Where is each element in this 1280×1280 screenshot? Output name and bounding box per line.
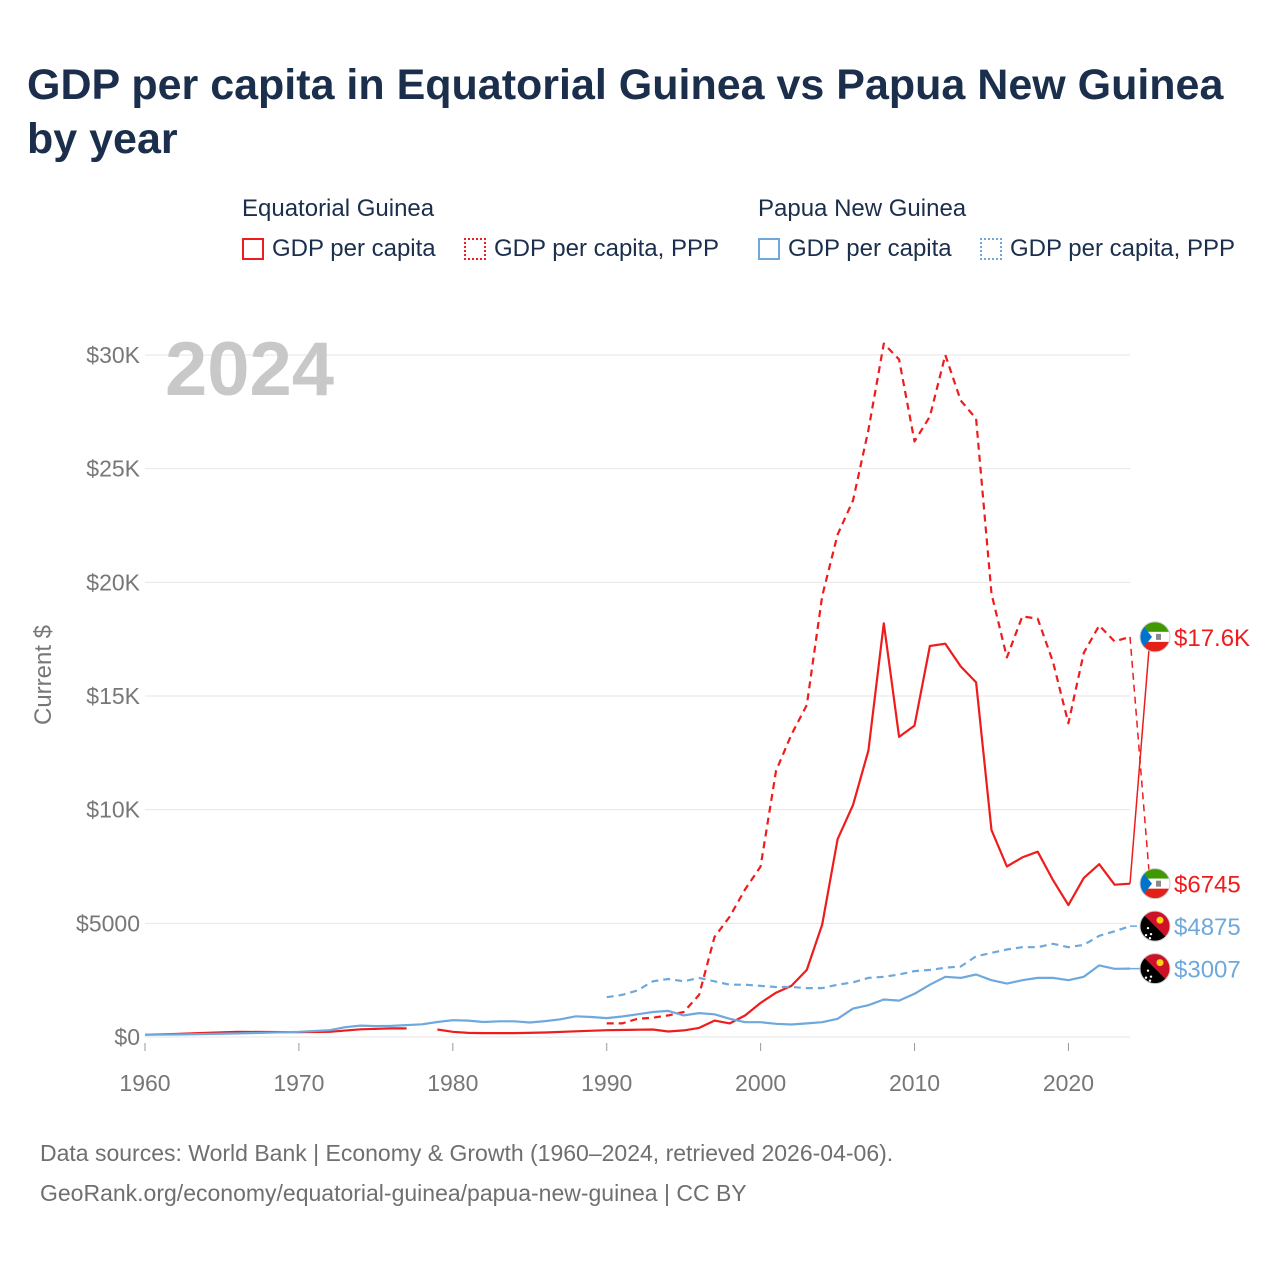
series-line-0[interactable] — [144, 622, 1131, 1036]
legend-swatch-solid — [242, 238, 264, 260]
end-value-label: $17.6K — [1174, 625, 1250, 652]
legend-item-png-gdp[interactable]: GDP per capita — [758, 235, 952, 263]
y-tick-label: $30K — [86, 342, 140, 368]
x-tick-label: 2020 — [1043, 1070, 1094, 1096]
end-connector — [1129, 636, 1151, 884]
flag-papua-new-guinea-icon — [1139, 953, 1171, 985]
y-tick-label: $10K — [86, 797, 140, 823]
y-tick-label: $25K — [86, 456, 140, 482]
end-value-label: $3007 — [1174, 957, 1241, 984]
end-value-label: $4875 — [1174, 914, 1241, 941]
legend-swatch-dotted — [980, 238, 1002, 260]
legend-label: GDP per capita, PPP — [1010, 235, 1235, 262]
flag-equatorial-guinea-icon — [1139, 621, 1171, 653]
data-sources-line: Data sources: World Bank | Economy & Gro… — [40, 1140, 894, 1166]
legend-swatch-solid — [758, 238, 780, 260]
y-tick-label: $20K — [86, 569, 140, 595]
series-line-3[interactable] — [606, 925, 1131, 999]
year-watermark: 2024 — [165, 327, 334, 412]
x-tick-label: 2010 — [889, 1070, 940, 1096]
legend-item-png-gdp-ppp[interactable]: GDP per capita, PPP — [980, 235, 1235, 263]
end-value-label: $6745 — [1174, 872, 1241, 899]
x-tick-label: 1970 — [273, 1070, 324, 1096]
flag-equatorial-guinea-icon — [1139, 868, 1171, 900]
x-tick-label: 1980 — [427, 1070, 478, 1096]
source-url-line: GeoRank.org/economy/equatorial-guinea/pa… — [40, 1180, 747, 1206]
y-tick-label: $5000 — [76, 910, 140, 936]
legend-item-eg-gdp-ppp[interactable]: GDP per capita, PPP — [464, 235, 719, 263]
legend-label: GDP per capita — [272, 235, 436, 262]
series-line-1[interactable] — [606, 342, 1131, 1025]
legend-group-equatorial-guinea: Equatorial Guinea — [242, 195, 435, 222]
flag-papua-new-guinea-icon — [1139, 910, 1171, 942]
legend-item-eg-gdp[interactable]: GDP per capita — [242, 235, 436, 263]
legend-label: GDP per capita — [788, 235, 952, 262]
legend-swatch-dotted — [464, 238, 486, 260]
chart-title: GDP per capita in Equatorial Guinea vs P… — [27, 61, 1224, 163]
y-tick-label: $0 — [114, 1024, 140, 1050]
legend-label: GDP per capita, PPP — [494, 235, 719, 262]
x-tick-label: 2000 — [735, 1070, 786, 1096]
x-tick-label: 1990 — [581, 1070, 632, 1096]
legend-group-papua-new-guinea: Papua New Guinea — [758, 195, 967, 222]
y-axis-label: Current $ — [30, 625, 57, 725]
chart-svg: $0 $5000 $10K $15K $20K $25K $30K 1960 1970 1980 1… — [30, 327, 1250, 1096]
y-tick-label: $15K — [86, 683, 140, 709]
series-line-2[interactable] — [144, 964, 1131, 1036]
x-tick-label: 1960 — [119, 1070, 170, 1096]
